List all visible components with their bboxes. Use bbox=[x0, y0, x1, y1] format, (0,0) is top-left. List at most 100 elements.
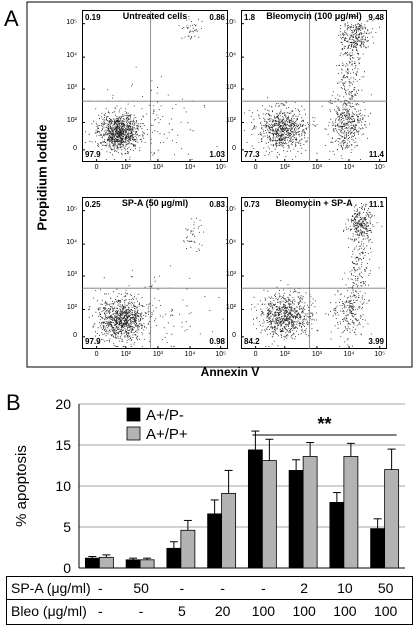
bar-a-p-minus bbox=[84, 557, 100, 569]
y-tick-label: 10⁴ bbox=[66, 52, 77, 60]
y-tick-label: 10⁵ bbox=[225, 205, 236, 213]
quadrant-value-ll: 77.3 bbox=[244, 150, 260, 159]
legend-label: A+/P+ bbox=[146, 426, 188, 443]
quadrant-value-ul: 0.73 bbox=[244, 200, 260, 209]
quadrant-value-ur: 0.83 bbox=[209, 200, 225, 209]
table-cell: 100 bbox=[333, 603, 357, 619]
x-tick-label: 0 bbox=[253, 351, 258, 358]
bar-a-p-plus bbox=[302, 456, 318, 569]
table-cell: 2 bbox=[300, 580, 309, 596]
y-tick-label: 10⁴ bbox=[66, 239, 77, 247]
y-tick-label: 10⁴ bbox=[225, 52, 236, 60]
x-tick-label: 10² bbox=[120, 164, 131, 171]
table-cell: 5 bbox=[177, 603, 186, 619]
bar-a-p-plus bbox=[139, 559, 155, 569]
significance-marker: ** bbox=[317, 414, 331, 434]
y-tick-label: 10³ bbox=[225, 84, 236, 92]
legend-label: A+/P- bbox=[146, 407, 184, 424]
quadrant-value-ur: 0.86 bbox=[209, 13, 225, 22]
flow-dots bbox=[88, 217, 224, 347]
y-tick-label: 0 bbox=[63, 560, 71, 576]
panel-b-letter: B bbox=[6, 390, 21, 415]
x-tick-label: 10⁴ bbox=[343, 164, 355, 171]
x-tick-label: 10² bbox=[279, 164, 290, 171]
y-tick-label: 10⁵ bbox=[66, 205, 77, 213]
quadrant-value-ll: 84.2 bbox=[244, 337, 260, 346]
quadrant-value-lr: 3.99 bbox=[368, 337, 384, 346]
quadrant-value-ur: 9.48 bbox=[368, 13, 384, 22]
bar-a-p-minus bbox=[288, 470, 304, 569]
table-cell: 50 bbox=[377, 580, 394, 596]
x-tick-label: 10² bbox=[279, 351, 290, 358]
bar-a-p-minus bbox=[370, 528, 386, 569]
y-tick-label: 0 bbox=[232, 331, 236, 339]
x-tick-label: 10³ bbox=[152, 351, 163, 358]
bar-a-p-plus bbox=[180, 529, 196, 569]
flow-events bbox=[88, 217, 224, 347]
x-tick-label: 0 bbox=[94, 164, 99, 171]
panel-a-y-axis-title: Propidium Iodide bbox=[34, 124, 50, 231]
y-tick-label: 0 bbox=[73, 331, 77, 339]
x-tick-label: 0 bbox=[253, 164, 258, 171]
panel-a-x-axis-title: Annexin V bbox=[200, 365, 260, 379]
quadrant-value-ul: 1.8 bbox=[244, 13, 256, 22]
bar-a-p-minus bbox=[247, 449, 263, 569]
flow-plot-title: Bleomycin (100 μg/ml) bbox=[266, 11, 362, 21]
y-tick-label: 10 bbox=[55, 478, 71, 494]
table-cell: 10 bbox=[337, 580, 353, 596]
flow-plot-3 bbox=[82, 197, 228, 349]
bar-a-p-minus bbox=[207, 513, 223, 569]
y-tick-label: 10³ bbox=[66, 271, 77, 279]
flow-dots bbox=[251, 203, 383, 347]
flow-plot-title: Bleomycin + SP-A bbox=[275, 198, 353, 208]
x-tick-label: 10⁵ bbox=[215, 164, 227, 171]
table-cell: - bbox=[261, 580, 266, 596]
flow-events bbox=[243, 16, 380, 160]
quadrant-value-ul: 0.25 bbox=[85, 200, 101, 209]
quadrant-value-lr: 0.98 bbox=[209, 337, 225, 346]
legend-swatch bbox=[126, 407, 141, 422]
x-tick-label: 10² bbox=[120, 351, 131, 358]
flow-dots bbox=[243, 16, 380, 160]
table-cell: - bbox=[98, 580, 103, 596]
bar-a-p-plus bbox=[384, 469, 400, 569]
panel-a-letter: A bbox=[4, 6, 19, 31]
y-tick-label: 10² bbox=[225, 117, 236, 125]
bar-a-p-minus bbox=[125, 559, 141, 569]
table-cell: 100 bbox=[373, 603, 398, 619]
bar-a-p-plus bbox=[343, 456, 359, 569]
y-tick-label: 10³ bbox=[66, 84, 77, 92]
y-tick-label: 10³ bbox=[225, 271, 236, 279]
table-cell: 100 bbox=[251, 603, 276, 619]
bar-a-p-minus bbox=[166, 547, 182, 569]
y-tick-label: 0 bbox=[73, 144, 77, 152]
x-tick-label: 10⁴ bbox=[184, 164, 196, 171]
y-tick-label: 10⁴ bbox=[225, 239, 236, 247]
bar-a-p-plus bbox=[261, 460, 277, 569]
x-tick-label: 10⁴ bbox=[184, 351, 196, 358]
table-cell: - bbox=[98, 603, 103, 619]
flow-plot-2 bbox=[241, 10, 387, 162]
quadrant-value-ll: 97.9 bbox=[85, 337, 101, 346]
x-tick-label: 10³ bbox=[311, 351, 322, 358]
y-tick-label: 0 bbox=[232, 144, 236, 152]
table-cell: 20 bbox=[214, 603, 231, 619]
flow-plot-title: SP-A (50 μg/ml) bbox=[121, 198, 189, 208]
x-tick-label: 10⁵ bbox=[374, 351, 386, 358]
table-row-label: Bleo (μg/ml) bbox=[11, 603, 87, 619]
table-cell: - bbox=[138, 603, 144, 619]
y-tick-label: 10⁵ bbox=[225, 18, 236, 26]
table-cell: - bbox=[179, 580, 185, 596]
flow-plot-1 bbox=[82, 10, 228, 162]
y-tick-label: 10⁵ bbox=[66, 18, 77, 26]
quadrant-value-ul: 0.19 bbox=[85, 13, 101, 22]
apoptosis-bar-chart: 0 5 10 15 20 % apoptosis A+/P- A+/P+ ** bbox=[13, 396, 405, 576]
y-tick-label: 15 bbox=[55, 437, 71, 453]
flow-plot-frame bbox=[82, 10, 228, 162]
treatment-table: SP-A (μg/ml) -50- - -2 10 50 Bleo (μg/ml) - -5 20… bbox=[6, 576, 413, 625]
quadrant-value-lr: 1.03 bbox=[209, 150, 225, 159]
y-tick-label: 10² bbox=[66, 304, 77, 312]
bar-a-p-plus bbox=[221, 492, 237, 569]
x-tick-label: 10⁴ bbox=[343, 351, 355, 358]
quadrant-value-ur: 11.1 bbox=[368, 200, 384, 209]
